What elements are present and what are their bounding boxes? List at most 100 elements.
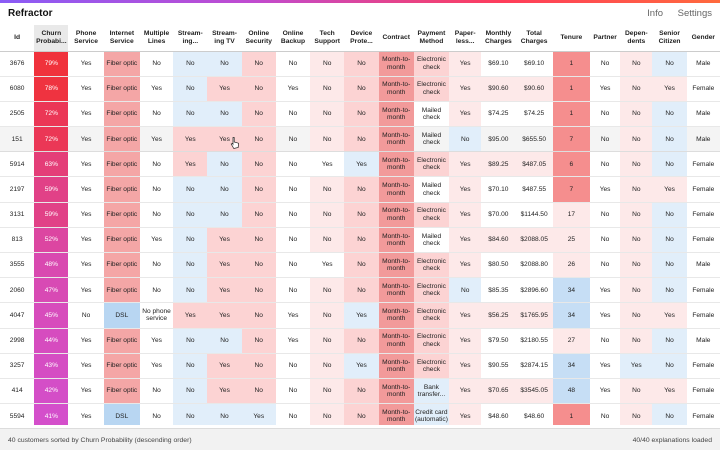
table-cell: Yes — [68, 202, 104, 228]
status-bar: 40 customers sorted by Churn Probability… — [0, 428, 720, 450]
table-cell: Fiber optic — [103, 101, 140, 128]
table-cell: No — [344, 252, 379, 279]
table-row[interactable]: 4047 45% No DSL No phone service Yes Yes No Yes N… — [0, 302, 720, 329]
table-row[interactable]: 3131 59% Yes Fiber optic No No No No No No No Month… — [0, 202, 720, 228]
table-row[interactable]: 3555 48% Yes Fiber optic No No Yes No No Yes No Mon… — [0, 252, 720, 279]
column-header[interactable]: Phone Service — [68, 25, 104, 52]
table-cell: No — [344, 403, 379, 425]
table-row[interactable]: 813 52% Yes Fiber optic Yes No Yes No No No No Mont… — [0, 227, 720, 254]
nav-settings-link[interactable]: Settings — [677, 8, 712, 19]
table-cell: 2505 — [0, 101, 35, 128]
table-row[interactable]: 3676 79% Yes Fiber optic No No No No No No No Month… — [0, 51, 720, 77]
table-cell: No — [652, 353, 687, 379]
table-cell: 6080 — [0, 76, 35, 102]
table-cell: No — [590, 328, 621, 354]
table-cell: No — [173, 378, 208, 405]
table-cell: No — [590, 151, 621, 178]
table-row[interactable]: 2998 44% Yes Fiber optic Yes No No No Yes No No Mon… — [0, 328, 720, 354]
column-header[interactable]: Partner — [590, 25, 621, 52]
column-header[interactable]: Depen-dents — [620, 25, 653, 52]
table-cell: Female — [686, 176, 720, 203]
table-cell: $1765.95 — [515, 302, 553, 329]
table-row[interactable]: 2197 59% Yes Fiber optic No No No No No No No Month… — [0, 176, 720, 203]
table-cell: No — [241, 277, 276, 304]
column-header[interactable]: Churn Probabi... — [34, 25, 69, 52]
table-cell: $48.60 — [515, 403, 553, 425]
churn-probability-cell: 41% — [34, 403, 69, 425]
churn-probability-cell: 42% — [34, 378, 69, 405]
table-cell: No — [344, 51, 379, 77]
table-cell: Electronic check — [413, 51, 450, 77]
table-row[interactable]: 6080 78% Yes Fiber optic Yes No Yes No Yes No No Mo… — [0, 76, 720, 102]
table-cell: Yes — [68, 151, 104, 178]
table-row[interactable]: 2060 47% Yes Fiber optic No No Yes No No No No Mont… — [0, 277, 720, 304]
table-row[interactable]: 5914 63% Yes Fiber optic No Yes No No No Yes Yes Mo… — [0, 151, 720, 178]
table-cell: No — [241, 76, 276, 102]
column-header[interactable]: Device Prote... — [344, 25, 379, 52]
table-cell: No — [173, 176, 208, 203]
table-cell: No — [241, 378, 276, 405]
table-row[interactable]: 151 72% Yes Fiber optic Yes Yes Yes No No No No Mon… — [0, 126, 720, 153]
table-cell: Yes — [449, 176, 482, 203]
column-header[interactable]: Paper-less... — [449, 25, 482, 52]
table-row[interactable]: 5594 41% Yes DSL No No No Yes No No No Month-to-mon… — [0, 403, 720, 425]
table-cell: Fiber optic — [103, 151, 140, 178]
table-cell: $1144.50 — [515, 202, 553, 228]
table-cell: No — [310, 302, 345, 329]
churn-probability-cell: 79% — [34, 51, 69, 77]
table-cell: No — [139, 252, 174, 279]
table-cell: Yes — [449, 151, 482, 178]
column-header[interactable]: Stream-ing TV — [207, 25, 242, 52]
column-header[interactable]: Senior Citizen — [652, 25, 687, 52]
table-cell: No — [590, 252, 621, 279]
table-cell: No — [275, 403, 311, 425]
table-cell: Yes — [652, 176, 687, 203]
table-cell: 3555 — [0, 252, 35, 279]
table-row[interactable]: 2505 72% Yes Fiber optic No No No No No No No Month… — [0, 101, 720, 128]
column-header[interactable]: Tenure — [552, 25, 590, 52]
table-cell: Female — [686, 378, 720, 405]
column-header[interactable]: Monthly Charges — [481, 25, 516, 52]
table-row[interactable]: 414 42% Yes Fiber optic No No Yes No No No No Month… — [0, 378, 720, 405]
column-header[interactable]: Online Security — [241, 25, 276, 52]
table-cell: 813 — [0, 227, 35, 254]
table-cell: No — [310, 277, 345, 304]
table-cell: 2998 — [0, 328, 35, 354]
column-header[interactable]: Online Backup — [275, 25, 311, 52]
column-header[interactable]: Multiple Lines — [139, 25, 174, 52]
table-cell: No — [173, 277, 208, 304]
table-cell: Electronic check — [413, 151, 450, 178]
column-header[interactable]: Contract — [378, 25, 414, 52]
table-cell: Month-to-month — [378, 101, 414, 128]
table-cell: No — [344, 176, 379, 203]
table-cell: No — [590, 126, 621, 153]
column-header[interactable]: Total Charges — [515, 25, 553, 52]
table-row[interactable]: 3257 43% Yes Fiber optic Yes No Yes No No No Yes Mo… — [0, 353, 720, 379]
table-cell: No phone service — [139, 302, 174, 329]
column-header[interactable]: Internet Service — [103, 25, 140, 52]
column-header[interactable]: Id — [0, 25, 35, 52]
column-header[interactable]: Payment Method — [413, 25, 450, 52]
table-cell: Mailed check — [413, 101, 450, 128]
table-cell: 17 — [552, 202, 590, 228]
table-cell: Yes — [449, 353, 482, 379]
column-header[interactable]: Stream-ing... — [173, 25, 208, 52]
table-cell: 25 — [552, 227, 590, 254]
customer-table-container[interactable]: Id Churn Probabi... Phone Service Internet … — [0, 25, 720, 425]
nav-info-link[interactable]: Info — [647, 8, 664, 19]
table-cell: Electronic check — [413, 76, 450, 102]
table-cell: No — [275, 252, 311, 279]
table-cell: $2896.60 — [515, 277, 553, 304]
table-cell: No — [207, 202, 242, 228]
table-cell: Fiber optic — [103, 51, 140, 77]
table-cell: No — [241, 328, 276, 354]
table-cell: No — [344, 126, 379, 153]
sort-status-text: 40 customers sorted by Churn Probability… — [8, 437, 192, 444]
table-cell: Female — [686, 76, 720, 102]
column-header[interactable]: Gender — [686, 25, 720, 52]
table-cell: No — [241, 353, 276, 379]
column-header[interactable]: Tech Support — [310, 25, 345, 52]
table-cell: Yes — [344, 302, 379, 329]
churn-probability-cell: 45% — [34, 302, 69, 329]
table-cell: Yes — [68, 403, 104, 425]
